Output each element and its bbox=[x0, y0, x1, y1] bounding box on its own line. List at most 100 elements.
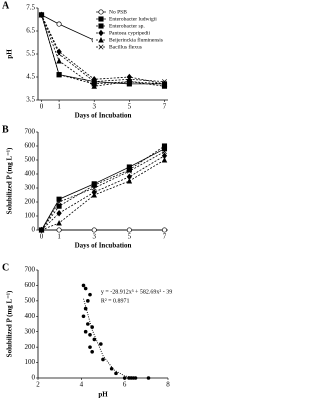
marker bbox=[162, 79, 167, 85]
marker bbox=[126, 178, 133, 184]
y-tick-label: 6.5 bbox=[26, 27, 35, 35]
point bbox=[86, 299, 90, 303]
y-tick-label: 100 bbox=[25, 212, 36, 220]
y-tick-label: 500 bbox=[25, 156, 36, 164]
figure: ApH Days of Incubation 3.5 4.5 5.5 6.5 7.5 0 1 3 5… bbox=[2, 0, 173, 399]
legend-label: Bacillus flexus bbox=[109, 43, 142, 50]
annotation: y = -28.912x³ + 582.69x² - 3910.8x + 874… bbox=[101, 289, 173, 295]
marker bbox=[56, 209, 62, 217]
annotation: R² = 0.8971 bbox=[101, 298, 130, 304]
marker bbox=[56, 227, 62, 233]
y-tick-label: 200 bbox=[25, 198, 36, 206]
axes bbox=[37, 270, 168, 379]
marker bbox=[56, 21, 62, 27]
point bbox=[92, 337, 97, 342]
point bbox=[83, 329, 88, 334]
series-line bbox=[41, 151, 165, 231]
point bbox=[146, 376, 151, 380]
marker bbox=[56, 57, 62, 64]
x-tick-label: 7 bbox=[163, 103, 167, 111]
point bbox=[90, 349, 94, 354]
series-line bbox=[41, 155, 165, 231]
x-tick-label: 3 bbox=[92, 103, 96, 111]
x-axis-label: Days of Incubation bbox=[75, 242, 132, 250]
series-line bbox=[41, 159, 165, 231]
y-tick-label: 600 bbox=[25, 281, 36, 289]
marker bbox=[56, 51, 62, 57]
marker bbox=[91, 182, 97, 188]
x-tick-label: 1 bbox=[57, 103, 61, 111]
marker bbox=[161, 80, 168, 87]
y-tick-label: 200 bbox=[25, 343, 36, 351]
marker bbox=[126, 168, 132, 174]
legend-marker bbox=[98, 37, 104, 43]
point bbox=[81, 314, 86, 319]
point bbox=[114, 371, 118, 376]
marker bbox=[91, 185, 97, 191]
point bbox=[88, 345, 92, 349]
x-tick-label: 6 bbox=[123, 381, 127, 389]
y-axis-label: Solubilized P (mg L⁻¹) bbox=[6, 147, 14, 214]
y-tick-label: 0 bbox=[32, 374, 36, 382]
legend-label: Beijerinckia fluminensis bbox=[109, 36, 163, 43]
x-axis-label: pH bbox=[98, 391, 108, 399]
y-tick-label: 5.5 bbox=[26, 50, 35, 58]
x-tick-label: 3 bbox=[92, 233, 96, 241]
y-tick-label: 700 bbox=[25, 128, 36, 136]
legend-label: Enterobacter ludwigii bbox=[109, 16, 157, 22]
x-tick-label: 7 bbox=[163, 233, 167, 241]
marker bbox=[161, 143, 168, 149]
marker bbox=[91, 227, 97, 233]
trendline bbox=[83, 298, 136, 378]
marker bbox=[91, 192, 97, 198]
y-axis-label: Solubilized P (mg L⁻¹) bbox=[6, 290, 14, 357]
legend-marker bbox=[98, 44, 104, 50]
marker bbox=[56, 199, 62, 205]
y-tick-label: 100 bbox=[25, 358, 36, 366]
y-tick-label: 500 bbox=[25, 296, 36, 304]
legend-label: Enterobacter sp. bbox=[109, 23, 145, 29]
legend-marker bbox=[98, 16, 104, 22]
point bbox=[86, 322, 90, 326]
y-tick-label: 4.5 bbox=[26, 73, 35, 81]
marker bbox=[39, 227, 44, 233]
legend-label: Pantoea cypripedii bbox=[109, 30, 151, 36]
x-tick-label: 4 bbox=[80, 381, 84, 389]
x-tick-label: 5 bbox=[128, 103, 132, 111]
panel-label: B bbox=[2, 124, 9, 135]
x-tick-label: 8 bbox=[166, 381, 170, 389]
point bbox=[127, 376, 131, 380]
marker bbox=[162, 149, 167, 155]
legend-box bbox=[93, 8, 169, 52]
y-tick-label: 400 bbox=[25, 312, 36, 320]
point bbox=[81, 283, 86, 288]
point bbox=[101, 357, 105, 362]
x-tick-label: 1 bbox=[57, 233, 61, 241]
x-tick-label: 0 bbox=[40, 233, 44, 241]
marker bbox=[56, 196, 62, 202]
marker bbox=[56, 72, 62, 78]
x-tick-label: 5 bbox=[128, 233, 132, 241]
marker bbox=[39, 12, 44, 18]
marker bbox=[56, 220, 62, 226]
point bbox=[88, 292, 92, 297]
marker bbox=[126, 78, 133, 85]
y-tick-label: 3.5 bbox=[26, 96, 35, 104]
y-tick-label: 600 bbox=[25, 142, 36, 150]
marker bbox=[161, 227, 168, 233]
y-tick-label: 0 bbox=[32, 226, 36, 234]
panel-label: C bbox=[2, 262, 9, 273]
panel-label: A bbox=[2, 0, 10, 11]
legend-marker bbox=[98, 23, 104, 29]
marker bbox=[91, 83, 97, 89]
marker bbox=[161, 157, 168, 163]
y-axis-label: pH bbox=[6, 49, 14, 59]
x-tick-label: 0 bbox=[40, 103, 44, 111]
legend-marker bbox=[98, 29, 104, 37]
y-tick-label: 300 bbox=[25, 184, 36, 192]
legend-marker bbox=[98, 9, 104, 15]
point bbox=[88, 333, 92, 337]
x-tick-label: 2 bbox=[36, 381, 40, 389]
point bbox=[109, 366, 114, 371]
point bbox=[83, 306, 88, 311]
